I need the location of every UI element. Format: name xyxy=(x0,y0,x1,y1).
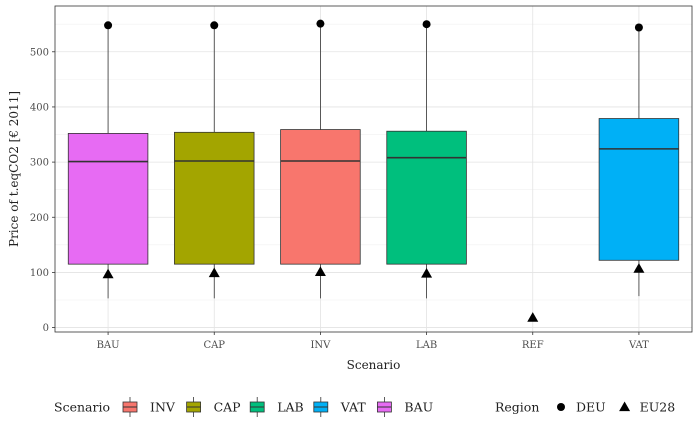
legend-label: EU28 xyxy=(640,400,676,415)
box-vat xyxy=(598,27,680,297)
legend-item-vat: VAT xyxy=(313,397,367,417)
y-tick-label: 500 xyxy=(30,47,49,58)
legend-label: VAT xyxy=(340,400,367,415)
legend-item-cap: CAP xyxy=(186,397,241,417)
box-iqr xyxy=(386,130,467,265)
legend-title-region: Region xyxy=(495,400,539,415)
y-tick-label: 300 xyxy=(30,158,49,169)
x-axis: BAU CAP INV LAB REF VAT xyxy=(97,332,649,351)
points-layer xyxy=(102,19,645,322)
boxes-layer xyxy=(67,23,680,299)
x-axis-title: Scenario xyxy=(347,358,401,372)
point-deu-vat xyxy=(634,23,643,32)
legend-label: BAU xyxy=(404,400,433,415)
y-axis-title: Price of t.eqCO2 [€ 2011] xyxy=(7,91,21,247)
box-inv xyxy=(280,23,361,299)
grid-lines xyxy=(55,6,692,332)
x-tick-label: INV xyxy=(310,340,331,351)
y-axis: 0 100 200 300 400 500 xyxy=(30,47,55,334)
panel-border xyxy=(54,5,693,333)
x-tick-label: REF xyxy=(522,340,544,351)
box-iqr xyxy=(67,133,149,265)
x-tick-label: CAP xyxy=(203,340,225,351)
box-lab xyxy=(386,24,467,299)
panel-background xyxy=(55,6,692,332)
x-tick-label: VAT xyxy=(628,340,649,351)
legend-label: CAP xyxy=(214,400,241,415)
point-eu28-inv xyxy=(314,266,326,276)
box-iqr xyxy=(174,131,255,265)
legend-key-circle xyxy=(557,403,565,411)
legend-key-triangle xyxy=(619,401,631,412)
y-tick-label: 100 xyxy=(30,268,49,279)
point-deu-bau xyxy=(104,21,113,30)
point-eu28-lab xyxy=(421,268,433,278)
legend-item-inv: INV xyxy=(122,397,176,417)
point-deu-inv xyxy=(316,19,325,28)
box-iqr xyxy=(280,129,361,265)
legend-title-scenario: Scenario xyxy=(54,400,110,415)
point-deu-lab xyxy=(422,20,431,29)
point-eu28-vat xyxy=(633,263,645,273)
legend-item-deu: DEU xyxy=(557,400,606,415)
legend-label: INV xyxy=(150,400,176,415)
y-tick-label: 400 xyxy=(30,102,49,113)
legend-item-lab: LAB xyxy=(249,397,304,417)
legend: Scenario INV CAP LAB VAT BAU Region DEU EU28 xyxy=(54,397,675,417)
box-iqr xyxy=(598,118,680,261)
legend-label: DEU xyxy=(576,400,606,415)
legend-item-eu28: EU28 xyxy=(619,400,675,415)
point-eu28-bau xyxy=(102,268,114,279)
box-cap xyxy=(174,25,255,299)
point-eu28-ref xyxy=(527,312,539,322)
box-bau xyxy=(67,25,149,299)
point-eu28-cap xyxy=(208,267,220,278)
x-tick-label: BAU xyxy=(97,340,120,351)
x-tick-label: LAB xyxy=(416,340,437,351)
legend-item-bau: BAU xyxy=(376,397,433,417)
y-tick-label: 0 xyxy=(43,323,49,334)
point-deu-cap xyxy=(210,21,219,30)
legend-label: LAB xyxy=(277,400,304,415)
y-tick-label: 200 xyxy=(30,213,49,224)
